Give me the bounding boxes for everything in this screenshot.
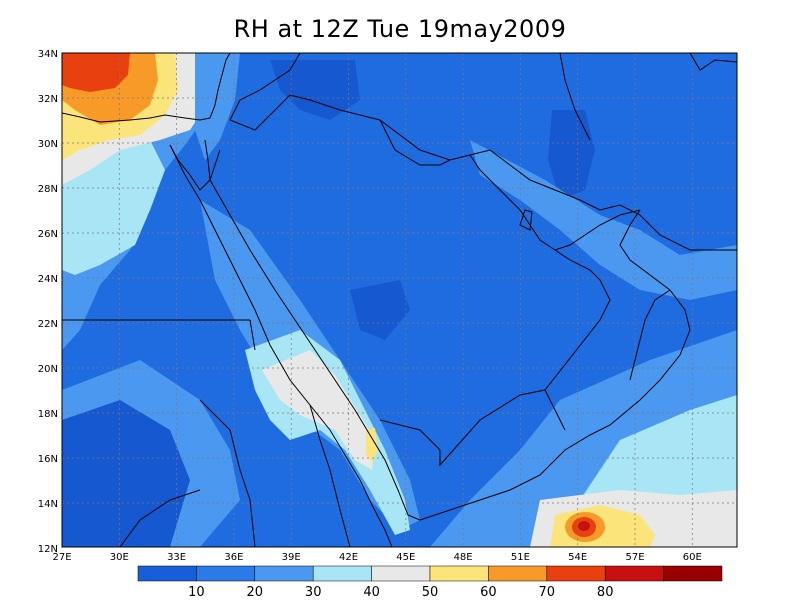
lat-label: 20N bbox=[38, 364, 58, 375]
colorbar-label: 70 bbox=[539, 585, 556, 600]
colorbar-swatch bbox=[488, 565, 548, 582]
lat-label: 16N bbox=[38, 454, 58, 465]
colorbar-labels: 10 20 30 40 50 60 70 80 bbox=[188, 585, 613, 600]
lat-label: 22N bbox=[38, 319, 58, 330]
colorbar-swatch bbox=[429, 565, 489, 582]
region-0-10-center bbox=[350, 280, 410, 340]
colorbar-label: 20 bbox=[247, 585, 264, 600]
lon-label: 42E bbox=[339, 552, 358, 563]
colorbar-swatch bbox=[137, 565, 197, 582]
region-70-80-nw bbox=[62, 53, 130, 92]
map-title: RH at 12Z Tue 19may2009 bbox=[233, 15, 567, 43]
colorbar-swatch bbox=[604, 565, 664, 582]
colorbar-label: 50 bbox=[422, 585, 439, 600]
lon-label: 51E bbox=[511, 552, 530, 563]
lat-label: 34N bbox=[38, 49, 58, 60]
lon-label: 48E bbox=[454, 552, 473, 563]
lon-label: 36E bbox=[224, 552, 243, 563]
colorbar-label: 40 bbox=[363, 585, 380, 600]
region-20-30-gulf bbox=[470, 140, 737, 300]
lat-label: 24N bbox=[38, 274, 58, 285]
region-30-40-egypt bbox=[62, 140, 165, 275]
region-50-60-redsea bbox=[366, 428, 378, 462]
colorbar-label: 60 bbox=[480, 585, 497, 600]
lat-label: 12N bbox=[38, 544, 58, 555]
lon-label: 54E bbox=[568, 552, 587, 563]
lat-label: 32N bbox=[38, 94, 58, 105]
lon-label: 45E bbox=[396, 552, 415, 563]
colorbar-swatch bbox=[371, 565, 431, 582]
colorbar-label: 10 bbox=[188, 585, 205, 600]
lon-label: 39E bbox=[282, 552, 301, 563]
region-80-plus-se bbox=[578, 521, 590, 531]
lon-label: 57E bbox=[625, 552, 644, 563]
lon-label: 60E bbox=[683, 552, 702, 563]
colorbar-label: 80 bbox=[597, 585, 614, 600]
colorbar bbox=[137, 565, 723, 582]
latitude-labels: 34N 32N 30N 28N 26N 24N 22N 20N 18N 16N 14N 12N bbox=[38, 49, 58, 555]
colorbar-swatch bbox=[254, 565, 314, 582]
lat-lon-grid bbox=[62, 53, 737, 547]
colorbar-label: 30 bbox=[305, 585, 322, 600]
region-20-30-levant bbox=[195, 53, 240, 160]
plot-frame bbox=[61, 52, 738, 548]
colorbar-swatch bbox=[546, 565, 606, 582]
lon-label: 33E bbox=[167, 552, 186, 563]
region-0-10-iran bbox=[548, 110, 595, 200]
coastlines bbox=[62, 53, 737, 547]
longitude-labels: 27E 30E 33E 36E 39E 42E 45E 48E 51E 54E 57E 60E bbox=[52, 552, 701, 563]
region-0-10-arabia bbox=[270, 60, 360, 120]
rh-field bbox=[62, 53, 737, 547]
colorbar-swatch bbox=[312, 565, 372, 582]
lat-label: 28N bbox=[38, 184, 58, 195]
lat-label: 30N bbox=[38, 139, 58, 150]
colorbar-swatch bbox=[196, 565, 256, 582]
lon-label: 30E bbox=[110, 552, 129, 563]
lat-label: 14N bbox=[38, 499, 58, 510]
colorbar-swatch bbox=[663, 565, 723, 582]
lat-label: 18N bbox=[38, 409, 58, 420]
lat-label: 26N bbox=[38, 229, 58, 240]
region-0-10-sudan bbox=[62, 400, 190, 547]
lon-label: 27E bbox=[52, 552, 71, 563]
